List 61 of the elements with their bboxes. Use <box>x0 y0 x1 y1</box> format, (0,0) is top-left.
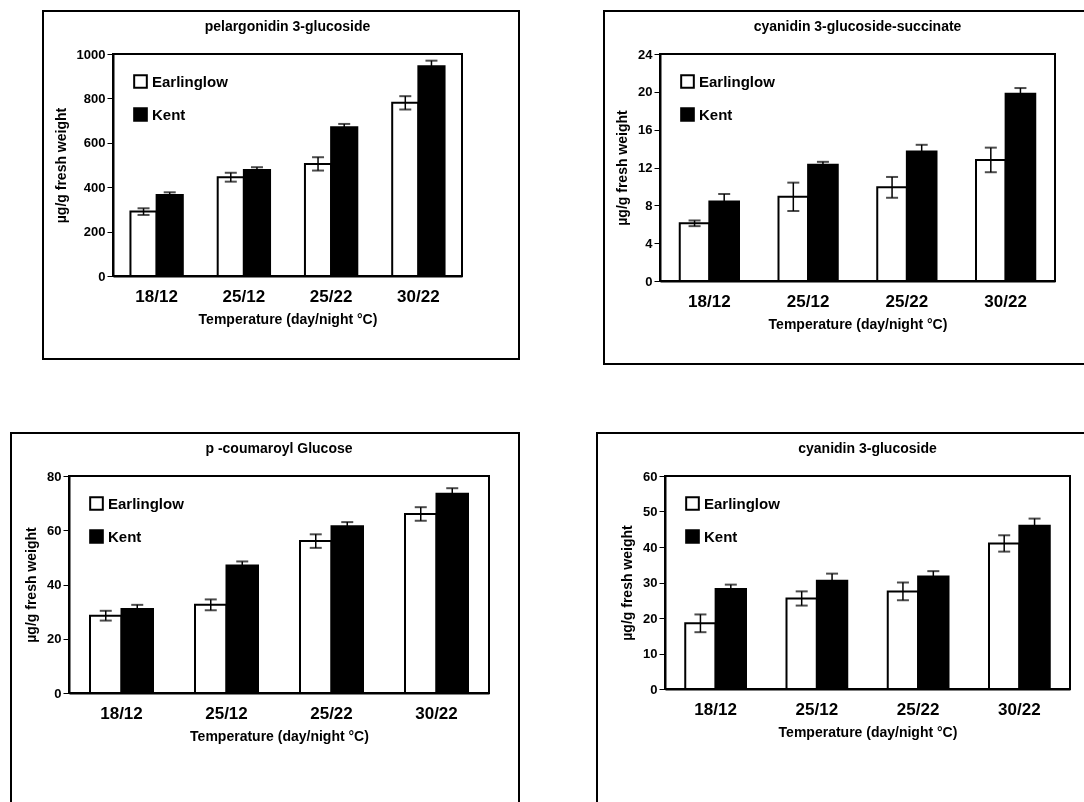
legend-label: Earlinglow <box>108 494 185 512</box>
y-tick-label: 20 <box>643 610 658 626</box>
chart-title: cyanidin 3-glucoside <box>798 440 937 456</box>
x-tick-label: 30/22 <box>984 291 1027 311</box>
chart-title: cyanidin 3-glucoside-succinate <box>753 18 962 34</box>
y-axis-title: µg/g fresh weight <box>619 524 636 641</box>
x-tick-label: 25/12 <box>795 699 839 719</box>
x-tick-label: 18/12 <box>100 703 143 723</box>
y-tick-label: 60 <box>47 522 62 538</box>
y-tick-label: 0 <box>98 268 106 284</box>
y-tick-label: 12 <box>638 160 653 175</box>
y-tick-label: 10 <box>643 646 658 661</box>
x-axis-title: Temperature (day/night °C) <box>190 727 369 744</box>
y-tick-label: 400 <box>83 179 106 195</box>
x-axis-title: Temperature (day/night °C) <box>778 723 958 740</box>
legend-label: Kent <box>704 527 738 545</box>
y-tick-label: 0 <box>54 685 62 701</box>
x-tick-label: 30/22 <box>998 699 1041 719</box>
y-tick-label: 4 <box>645 235 654 251</box>
x-tick-label: 25/12 <box>205 703 248 723</box>
y-tick-label: 20 <box>638 84 653 100</box>
y-tick-label: 1000 <box>76 46 106 62</box>
y-tick-label: 0 <box>645 273 653 289</box>
x-tick-label: 30/22 <box>397 286 440 306</box>
y-axis-title: µg/g fresh weight <box>23 526 40 643</box>
legend-label: Earlinglow <box>699 72 776 90</box>
legend-label: Kent <box>699 105 733 123</box>
x-tick-label: 25/22 <box>310 703 353 723</box>
legend-label: Kent <box>108 527 142 545</box>
legend-label: Earlinglow <box>704 494 781 512</box>
x-tick-label: 25/12 <box>786 291 830 311</box>
y-tick-label: 20 <box>47 631 62 647</box>
y-axis-title: µg/g fresh weight <box>52 107 69 224</box>
y-tick-label: 200 <box>83 224 106 240</box>
x-tick-label: 18/12 <box>135 286 178 306</box>
y-tick-label: 50 <box>643 504 658 519</box>
x-tick-label: 18/12 <box>694 699 737 719</box>
x-tick-label: 25/22 <box>309 286 353 306</box>
y-tick-label: 40 <box>643 539 658 555</box>
y-tick-label: 40 <box>47 577 62 592</box>
x-axis-title: Temperature (day/night °C) <box>768 315 948 332</box>
x-tick-label: 30/22 <box>415 703 458 723</box>
chart-title: pelargonidin 3-glucoside <box>204 18 371 34</box>
y-tick-label: 8 <box>645 197 653 213</box>
y-tick-label: 60 <box>643 468 658 484</box>
x-tick-label: 25/12 <box>222 286 266 306</box>
legend-label: Kent <box>152 105 186 123</box>
y-tick-label: 30 <box>643 575 658 590</box>
y-tick-label: 600 <box>83 135 106 151</box>
legend-label: Earlinglow <box>152 72 229 90</box>
y-tick-label: 24 <box>638 46 654 62</box>
y-axis-title: µg/g fresh weight <box>614 109 631 226</box>
x-tick-label: 25/22 <box>896 699 940 719</box>
y-tick-label: 800 <box>83 90 106 106</box>
y-tick-label: 0 <box>650 681 658 697</box>
x-tick-label: 25/22 <box>885 291 929 311</box>
chart-title: p -coumaroyl Glucose <box>205 440 353 456</box>
x-axis-title: Temperature (day/night °C) <box>198 310 378 327</box>
y-tick-label: 16 <box>638 122 653 138</box>
x-tick-label: 18/12 <box>688 291 731 311</box>
y-tick-label: 80 <box>47 468 62 484</box>
